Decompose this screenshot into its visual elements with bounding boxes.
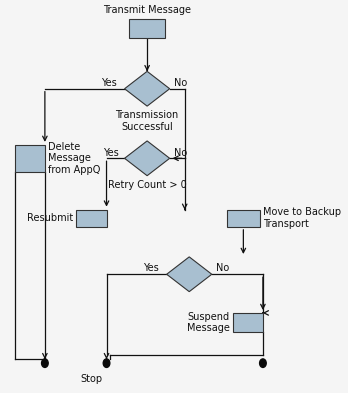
Circle shape [103,359,110,367]
Bar [227,209,260,227]
Bar [15,145,45,172]
Text: Yes: Yes [103,147,119,158]
Bar [77,209,106,227]
Bar [129,19,165,39]
Polygon shape [125,72,170,106]
Text: Yes: Yes [143,263,159,274]
Text: Delete
Message
from AppQ: Delete Message from AppQ [48,142,100,175]
Circle shape [260,359,266,367]
Text: Stop: Stop [80,374,103,384]
Text: Transmission
Successful: Transmission Successful [116,110,179,132]
Text: No: No [174,147,188,158]
Polygon shape [167,257,212,292]
Bar [233,313,263,332]
Text: Transmit Message: Transmit Message [103,5,191,15]
Text: Retry Count > 0: Retry Count > 0 [108,180,187,189]
Polygon shape [125,141,170,176]
Text: Yes: Yes [101,78,117,88]
Text: No: No [216,263,230,274]
Text: Move to Backup
Transport: Move to Backup Transport [263,208,341,229]
Circle shape [41,359,48,367]
Text: No: No [174,78,188,88]
Text: Resubmit: Resubmit [27,213,73,223]
Text: Suspend
Message: Suspend Message [187,312,230,333]
